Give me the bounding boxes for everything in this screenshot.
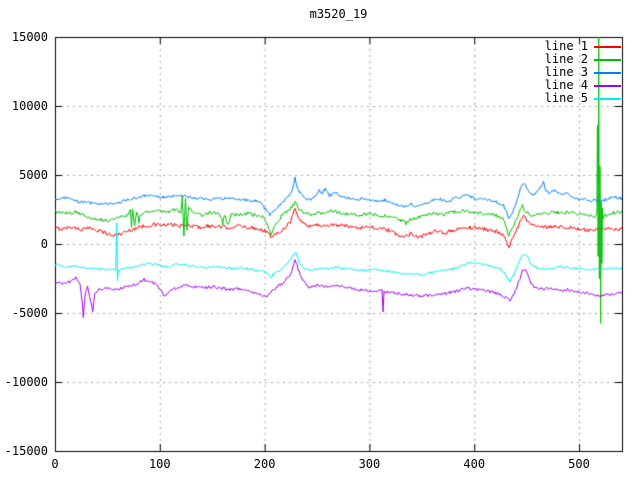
legend-line-sample [594,71,621,74]
legend-item: line 2 [545,53,621,66]
legend-label: line 1 [544,39,588,53]
y-tick-label: 0 [40,237,48,251]
chart-title: m3520_19 [309,7,368,21]
legend-item: line 1 [545,40,621,53]
x-tick-label: 200 [253,457,276,471]
y-tick-label: -5000 [11,306,48,320]
legend-line-sample [594,58,621,61]
legend-label: line 5 [544,91,588,105]
legend-label: line 3 [544,65,588,79]
legend-label: line 4 [544,78,588,92]
y-tick-label: 10000 [11,99,48,113]
x-tick-label: 300 [358,457,381,471]
x-tick-label: 100 [148,457,171,471]
legend-item: line 3 [545,66,621,79]
legend-item: line 4 [545,79,621,92]
y-tick-label: 5000 [19,168,48,182]
legend: line 1 line 2 line 3 line 4 line 5 [545,40,621,105]
x-tick-label: 500 [568,457,590,471]
x-tick-label: 400 [463,457,486,471]
x-tick-label: 0 [51,457,59,471]
legend-item: line 5 [545,92,621,105]
legend-line-sample [594,84,621,87]
legend-label: line 2 [544,52,588,66]
y-tick-label: 15000 [11,30,48,44]
y-tick-label: -15000 [4,444,48,458]
legend-line-sample [594,45,621,48]
y-tick-label: -10000 [4,375,48,389]
legend-line-sample [594,97,621,100]
